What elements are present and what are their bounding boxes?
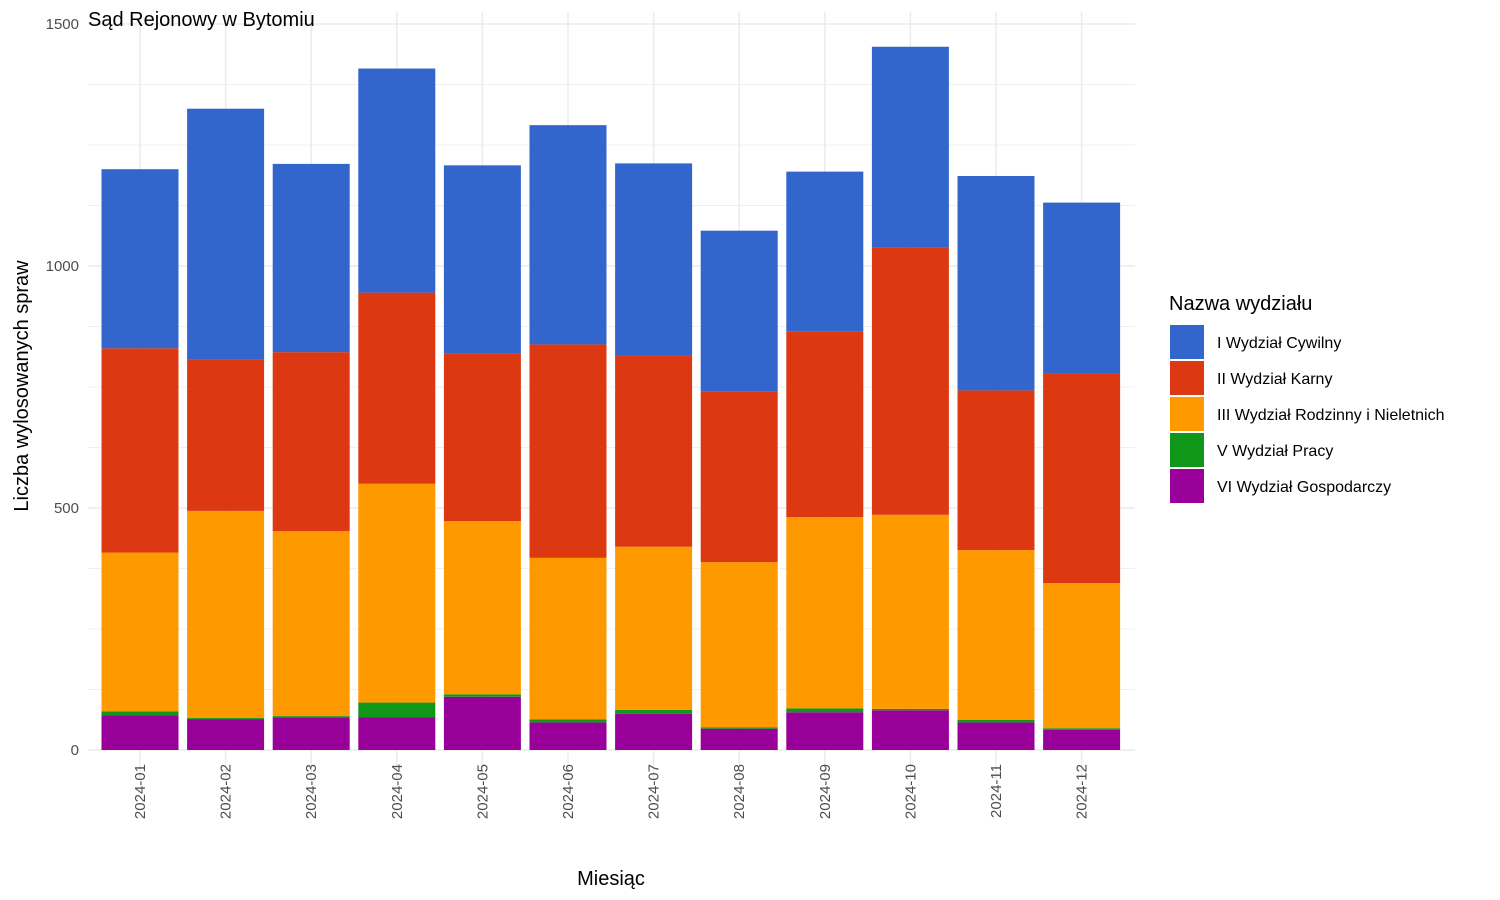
axis-layer: 0 500 1000 1500 2024-01 2024-02 2024-03 2024-04… [46, 16, 1091, 819]
bar-segment-2024-02-s4 [187, 108, 265, 360]
legend-label: VI Wydział Gospodarczy [1217, 479, 1391, 496]
bar-segment-2024-03-s0 [272, 717, 350, 750]
legend-label: III Wydział Rodzinny i Nieletnich [1217, 407, 1445, 424]
bar-segment-2024-12-s2 [1043, 583, 1121, 729]
bar-segment-2024-08-s3 [700, 391, 778, 563]
x-tick-label: 2024-10 [902, 764, 919, 819]
bar-segment-2024-07-s1 [615, 709, 693, 714]
bar-segment-2024-09-s0 [786, 712, 864, 750]
bar-segment-2024-11-s2 [957, 550, 1035, 720]
x-tick-label: 2024-09 [817, 764, 834, 819]
bar-segment-2024-01-s0 [101, 715, 179, 750]
bar-segment-2024-01-s4 [101, 169, 179, 349]
bar-segment-2024-12-s3 [1043, 373, 1121, 584]
legend-label: I Wydział Cywilny [1217, 335, 1341, 352]
legend-swatch [1170, 325, 1204, 359]
y-tick-label: 500 [54, 500, 79, 517]
bar-segment-2024-08-s4 [700, 230, 778, 392]
bar-segment-2024-10-s4 [871, 46, 949, 248]
bar-segment-2024-09-s2 [786, 517, 864, 709]
bar-segment-2024-12-s4 [1043, 202, 1121, 374]
x-tick-label: 2024-12 [1074, 764, 1091, 819]
bar-segment-2024-02-s0 [187, 719, 265, 750]
bar-segment-2024-09-s3 [786, 331, 864, 518]
legend-swatch [1170, 433, 1204, 467]
legend: Nazwa wydziału I Wydział Cywilny II Wydzi… [1169, 293, 1445, 503]
chart-title: Sąd Rejonowy w Bytomiu [88, 9, 315, 31]
x-tick-label: 2024-05 [474, 764, 491, 819]
bar-segment-2024-10-s1 [871, 708, 949, 711]
bar-segment-2024-06-s0 [529, 722, 607, 750]
bar-segment-2024-11-s4 [957, 175, 1035, 391]
x-tick-label: 2024-06 [560, 764, 577, 819]
bar-segment-2024-11-s1 [957, 719, 1035, 723]
bar-segment-2024-07-s0 [615, 713, 693, 750]
bar-segment-2024-08-s0 [700, 728, 778, 750]
bar-segment-2024-09-s4 [786, 171, 864, 332]
bar-segment-2024-06-s2 [529, 557, 607, 720]
bar-segment-2024-03-s4 [272, 163, 350, 353]
bar-segment-2024-02-s2 [187, 510, 265, 719]
bar-segment-2024-11-s3 [957, 390, 1035, 551]
bar-segment-2024-04-s1 [358, 702, 436, 718]
legend-label: II Wydział Karny [1217, 371, 1332, 388]
bar-segment-2024-02-s1 [187, 718, 265, 720]
bar-segment-2024-12-s0 [1043, 729, 1121, 750]
bar-segment-2024-09-s1 [786, 708, 864, 713]
bar-segment-2024-08-s1 [700, 727, 778, 729]
bar-segment-2024-05-s0 [443, 696, 521, 750]
bars-layer [101, 46, 1121, 750]
x-axis-title: Miesiąc [577, 868, 645, 890]
x-tick-label: 2024-04 [389, 764, 406, 819]
legend-items: I Wydział Cywilny II Wydział Karny III Wyd… [1170, 325, 1445, 503]
bar-segment-2024-04-s2 [358, 483, 436, 703]
bar-segment-2024-03-s1 [272, 716, 350, 718]
x-tick-label: 2024-02 [218, 764, 235, 819]
y-tick-label: 0 [71, 742, 79, 759]
bar-segment-2024-06-s1 [529, 719, 607, 723]
bar-segment-2024-03-s2 [272, 531, 350, 717]
x-tick-label: 2024-07 [646, 764, 663, 819]
y-tick-label: 1000 [46, 258, 79, 275]
x-tick-label: 2024-08 [731, 764, 748, 819]
legend-swatch [1170, 361, 1204, 395]
bar-segment-2024-11-s0 [957, 722, 1035, 750]
bar-segment-2024-05-s2 [443, 521, 521, 695]
bar-segment-2024-01-s2 [101, 552, 179, 712]
bar-segment-2024-04-s0 [358, 717, 436, 750]
bar-segment-2024-04-s4 [358, 68, 436, 293]
legend-swatch [1170, 469, 1204, 503]
bar-segment-2024-10-s2 [871, 514, 949, 709]
bar-segment-2024-10-s0 [871, 710, 949, 750]
bar-segment-2024-12-s1 [1043, 728, 1121, 730]
legend-title: Nazwa wydziału [1169, 293, 1312, 315]
bar-segment-2024-05-s1 [443, 694, 521, 697]
bar-segment-2024-07-s3 [615, 355, 693, 547]
bar-segment-2024-07-s4 [615, 163, 693, 356]
bar-segment-2024-10-s3 [871, 247, 949, 515]
bar-segment-2024-06-s4 [529, 125, 607, 345]
x-tick-label: 2024-01 [132, 764, 149, 819]
legend-swatch [1170, 397, 1204, 431]
y-axis-title: Liczba wylosowanych spraw [11, 260, 33, 512]
bar-segment-2024-01-s1 [101, 711, 179, 716]
bar-segment-2024-07-s2 [615, 546, 693, 710]
bar-segment-2024-05-s4 [443, 165, 521, 354]
y-tick-label: 1500 [46, 16, 79, 33]
x-tick-label: 2024-03 [303, 764, 320, 819]
bar-segment-2024-03-s3 [272, 352, 350, 532]
bar-segment-2024-06-s3 [529, 344, 607, 558]
x-tick-label: 2024-11 [988, 764, 1005, 818]
bar-segment-2024-01-s3 [101, 348, 179, 553]
bar-segment-2024-02-s3 [187, 359, 265, 511]
bar-segment-2024-05-s3 [443, 353, 521, 522]
bar-segment-2024-04-s3 [358, 292, 436, 484]
bar-segment-2024-08-s2 [700, 562, 778, 728]
legend-label: V Wydział Pracy [1217, 443, 1333, 460]
